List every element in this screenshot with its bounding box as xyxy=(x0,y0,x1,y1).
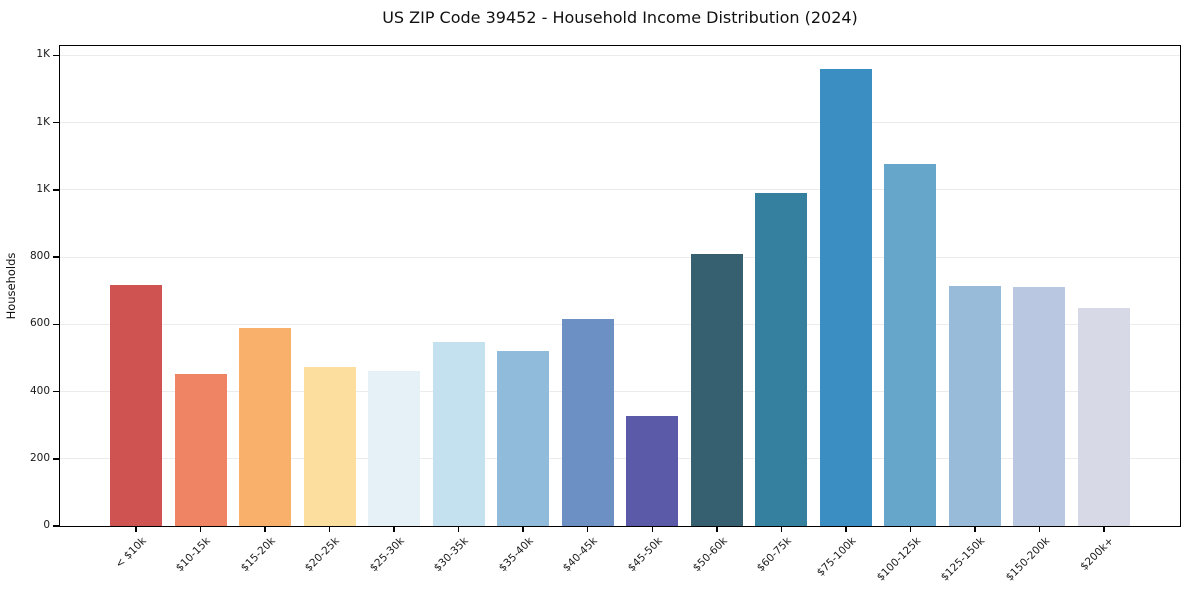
x-tick-mark xyxy=(328,526,331,532)
x-tick-label: $40-45k xyxy=(561,535,601,575)
x-tick-mark xyxy=(974,526,976,532)
bar-30-35k xyxy=(432,342,485,526)
bar-45-50k xyxy=(626,416,679,526)
bar-35-40k xyxy=(497,350,550,526)
x-tick-label: $75-100k xyxy=(814,535,859,579)
x-tick-label: < $10k xyxy=(112,535,149,571)
x-tick-label: $150-200k xyxy=(1003,535,1052,584)
x-tick-label: $15-20k xyxy=(238,535,278,575)
x-tick-label: $25-30k xyxy=(367,535,407,575)
y-tick-mark xyxy=(52,256,59,258)
chart-title: US ZIP Code 39452 - Household Income Dis… xyxy=(382,8,858,27)
gridline xyxy=(60,323,1180,325)
x-tick-label: $20-25k xyxy=(303,535,343,575)
x-tick-label: $100-125k xyxy=(874,535,923,584)
y-tick-label: 1K xyxy=(36,48,50,61)
gridline xyxy=(60,122,1180,124)
y-tick-mark xyxy=(52,121,59,124)
bar-20-25k xyxy=(303,367,356,526)
y-tick-label: 1K xyxy=(36,182,50,195)
y-axis-label: Households xyxy=(4,252,18,320)
x-tick-mark xyxy=(716,526,718,532)
y-tick-mark xyxy=(52,458,59,460)
bar-40-45k xyxy=(561,319,614,526)
gridline xyxy=(60,458,1180,460)
bar-50-60k xyxy=(690,253,743,526)
x-tick-label: $30-35k xyxy=(432,535,472,575)
x-tick-label: $10-15k xyxy=(173,535,214,575)
gridline xyxy=(60,189,1180,191)
y-tick-label: 200 xyxy=(29,451,50,464)
x-tick-label: $60-75k xyxy=(754,535,794,575)
x-tick-label: $35-40k xyxy=(496,535,536,575)
x-tick-mark xyxy=(909,526,912,532)
x-tick-mark xyxy=(780,526,783,532)
bar-60-75k xyxy=(755,192,808,526)
x-tick-mark xyxy=(264,526,266,532)
x-tick-label: $125-150k xyxy=(938,535,988,584)
bar-150-200k xyxy=(1013,287,1066,526)
gridline xyxy=(60,391,1180,393)
bar-100-125k xyxy=(884,163,937,526)
x-tick-mark xyxy=(457,526,460,532)
bar-75-100k xyxy=(819,68,872,526)
bar-125-150k xyxy=(948,285,1001,526)
bar-15-20k xyxy=(239,327,292,526)
y-tick-mark xyxy=(52,390,59,393)
bar-10k xyxy=(110,285,162,526)
y-tick-mark xyxy=(52,323,59,326)
bar-25-30k xyxy=(368,370,421,526)
y-tick-label: 600 xyxy=(29,317,50,330)
x-tick-mark xyxy=(845,526,847,532)
y-tick-mark xyxy=(52,189,59,191)
x-tick-mark xyxy=(586,526,589,532)
bar-10-15k xyxy=(174,374,227,526)
plot-area: 0 200 400 600 800 1K 1K 1K < $10k $10-15k $15-20k $… xyxy=(30,45,1181,584)
x-tick-mark xyxy=(651,526,654,532)
x-tick-label: $200k+ xyxy=(1078,535,1117,573)
x-tick-label: $50-60k xyxy=(690,535,730,575)
x-tick-mark xyxy=(199,526,202,532)
x-tick-mark xyxy=(135,526,137,532)
y-tick-mark xyxy=(52,54,59,57)
y-tick-label: 800 xyxy=(29,250,50,263)
x-tick-label: $45-50k xyxy=(625,535,665,575)
y-tick-label: 0 xyxy=(43,519,50,531)
bar-200k xyxy=(1078,307,1130,526)
x-tick-mark xyxy=(522,526,524,532)
y-tick-label: 1K xyxy=(36,115,50,128)
y-tick-mark xyxy=(52,525,59,527)
x-tick-mark xyxy=(1038,526,1041,532)
gridline xyxy=(60,54,1180,56)
x-tick-mark xyxy=(1103,526,1105,532)
x-tick-mark xyxy=(393,526,395,532)
gridline xyxy=(60,256,1180,258)
y-tick-label: 400 xyxy=(29,384,50,397)
